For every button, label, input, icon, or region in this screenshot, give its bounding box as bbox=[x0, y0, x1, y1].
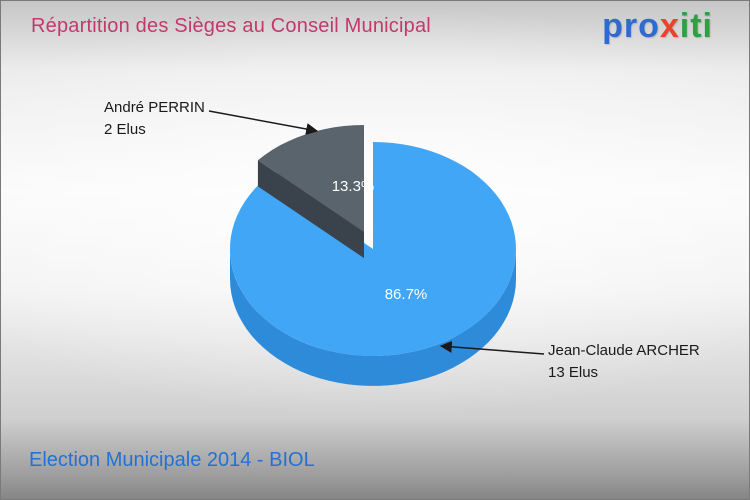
logo-part-x: x bbox=[659, 7, 680, 45]
proxiti-logo[interactable]: proxiti bbox=[602, 7, 713, 46]
callout-archer-name: Jean-Claude ARCHER bbox=[548, 342, 700, 359]
slice-perrin-cut-left bbox=[257, 160, 364, 258]
slice-archer-top bbox=[230, 142, 516, 356]
percent-label-perrin: 13.3% bbox=[332, 178, 375, 195]
percent-label-archer: 86.7% bbox=[385, 286, 428, 303]
callout-perrin-seats: 2 Elus bbox=[104, 121, 146, 138]
callout-archer-seats: 13 Elus bbox=[548, 364, 599, 381]
logo-part-pro: pro bbox=[602, 7, 660, 45]
callout-perrin-name: André PERRIN bbox=[104, 99, 205, 116]
slice-perrin-top bbox=[257, 125, 364, 232]
callout-archer: Jean-Claude ARCHER 13 Elus bbox=[548, 340, 700, 384]
logo-part-iti: iti bbox=[679, 7, 713, 45]
footer-caption: Election Municipale 2014 - BIOL bbox=[29, 449, 315, 471]
annotations-group: 13.3% 86.7% bbox=[208, 110, 545, 355]
callout-line-archer bbox=[439, 340, 545, 355]
callout-perrin: André PERRIN 2 Elus bbox=[104, 97, 205, 141]
callout-line-perrin bbox=[208, 110, 319, 135]
pie-slices-group bbox=[230, 125, 516, 386]
chart-title: Répartition des Sièges au Conseil Munici… bbox=[31, 15, 431, 37]
